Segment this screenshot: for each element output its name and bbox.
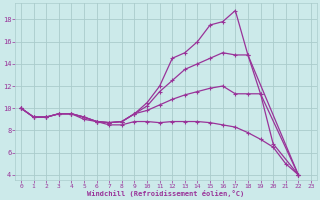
X-axis label: Windchill (Refroidissement éolien,°C): Windchill (Refroidissement éolien,°C) [87, 190, 244, 197]
